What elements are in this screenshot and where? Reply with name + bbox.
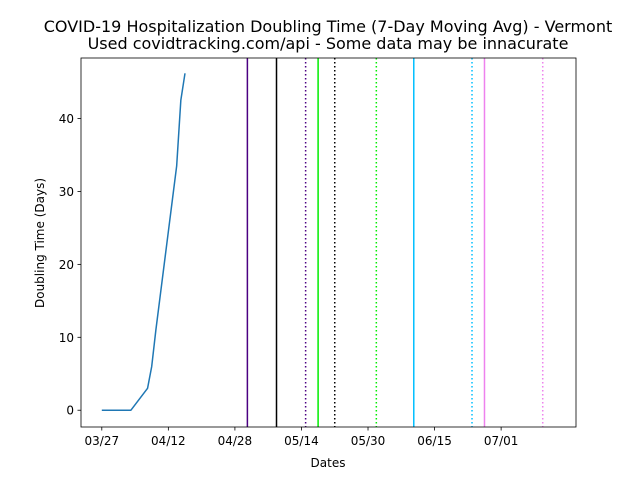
y-tick-label: 30 (59, 185, 74, 199)
x-tick-label: 04/12 (151, 434, 186, 448)
chart-subtitle: Used covidtracking.com/api - Some data m… (88, 34, 569, 53)
series-line-1 (101, 73, 186, 411)
x-axis-label: Dates (311, 456, 346, 470)
x-tick-label: 05/14 (284, 434, 319, 448)
plot-area: 03/27 04/12 04/28 05/14 05/30 06/15 07/01 0 10 20… (59, 57, 577, 448)
x-tick-label: 07/01 (484, 434, 519, 448)
chart-title: COVID-19 Hospitalization Doubling Time (… (44, 17, 613, 36)
y-tick-label: 20 (59, 258, 74, 272)
x-tick-label: 03/27 (85, 434, 120, 448)
y-tick-label: 0 (66, 404, 74, 418)
y-tick-label: 40 (59, 112, 74, 126)
x-tick-label: 05/30 (351, 434, 386, 448)
y-axis-label: Doubling Time (Days) (33, 178, 47, 308)
y-tick-label: 10 (59, 331, 74, 345)
axes-frame (80, 57, 577, 428)
x-tick-label: 06/15 (417, 434, 452, 448)
x-tick-label: 04/28 (218, 434, 253, 448)
